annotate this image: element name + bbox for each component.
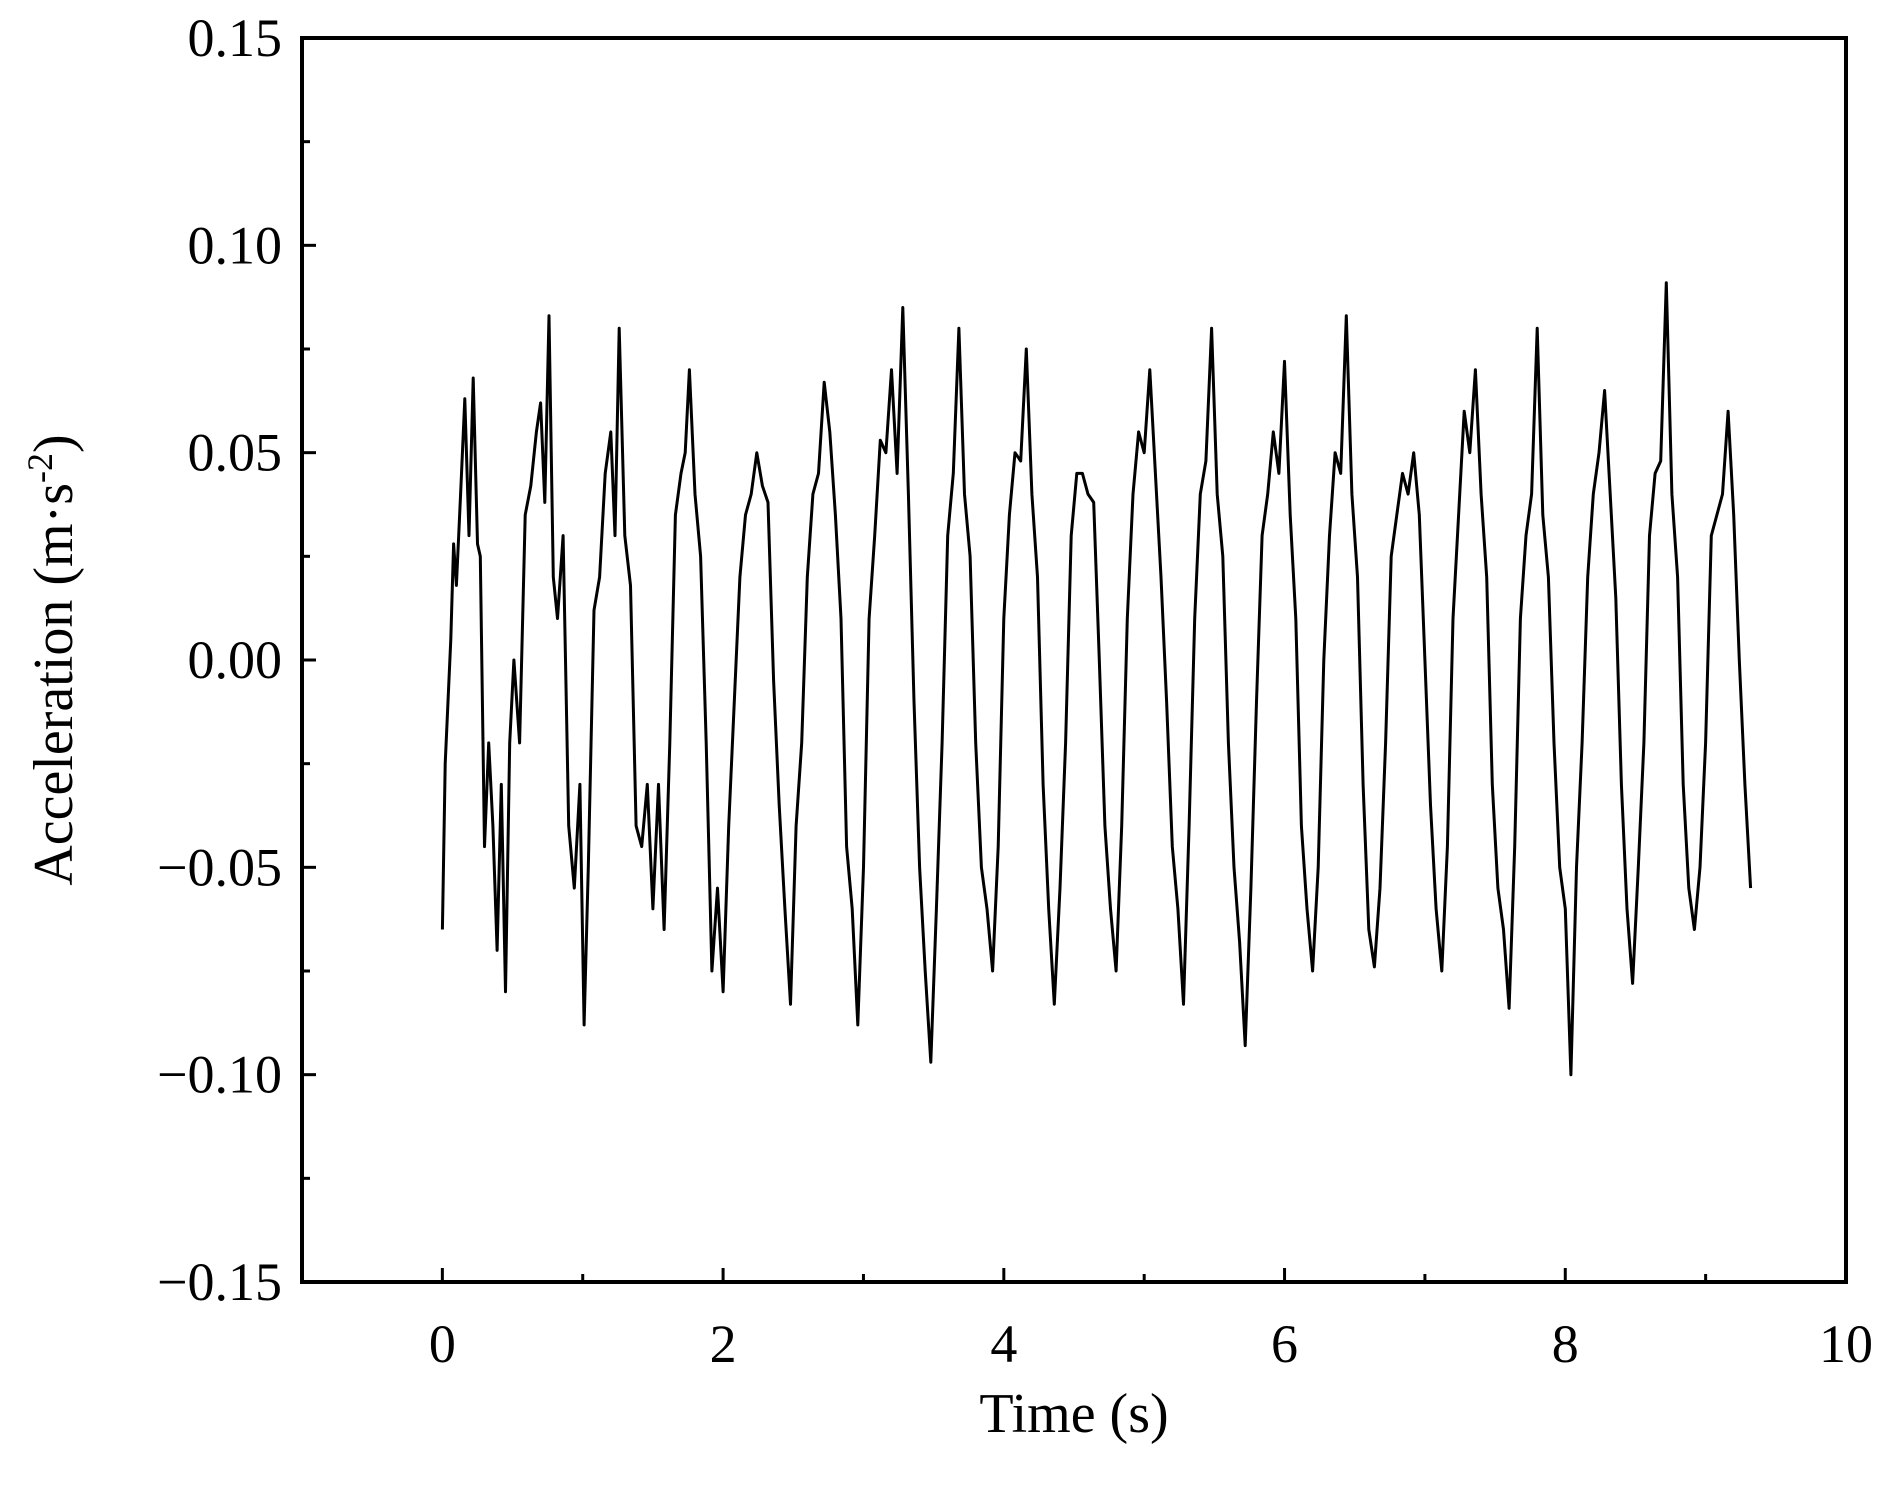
x-tick-label: 4	[990, 1314, 1017, 1374]
x-tick-label: 8	[1552, 1314, 1579, 1374]
y-tick-label: −0.15	[157, 1252, 282, 1312]
y-tick-label: 0.10	[188, 215, 283, 275]
y-axis-title-main: Acceleration (m	[23, 523, 85, 885]
acceleration-series-line	[440, 281, 1753, 1077]
y-tick-label: −0.10	[157, 1045, 282, 1105]
x-tick-label: 2	[710, 1314, 737, 1374]
y-axis-title-close: )	[23, 434, 85, 453]
y-axis-title: Acceleration (m·s-2)	[20, 434, 85, 885]
x-tick-label: 10	[1819, 1314, 1873, 1374]
y-axis-title-exponent: -2	[20, 453, 60, 483]
y-tick-label: −0.05	[157, 837, 282, 897]
plot-frame	[300, 36, 1848, 1284]
y-tick-label: 0.05	[188, 423, 283, 483]
y-axis-title-s: s	[23, 483, 85, 505]
y-tick-label: 0.15	[188, 8, 283, 68]
x-tick-label: 6	[1271, 1314, 1298, 1374]
y-axis-title-dot: ·	[23, 505, 85, 524]
y-tick-label: 0.00	[188, 630, 283, 690]
x-axis-title: Time (s)	[979, 1383, 1168, 1445]
axis-ticks	[302, 36, 1848, 1284]
axis-tick-labels: 0 2 4 6 8 10 −0.15 −0.10 −0.05 0.00 0.05 0.10 0.15	[157, 8, 1873, 1374]
x-tick-label: 0	[429, 1314, 456, 1374]
